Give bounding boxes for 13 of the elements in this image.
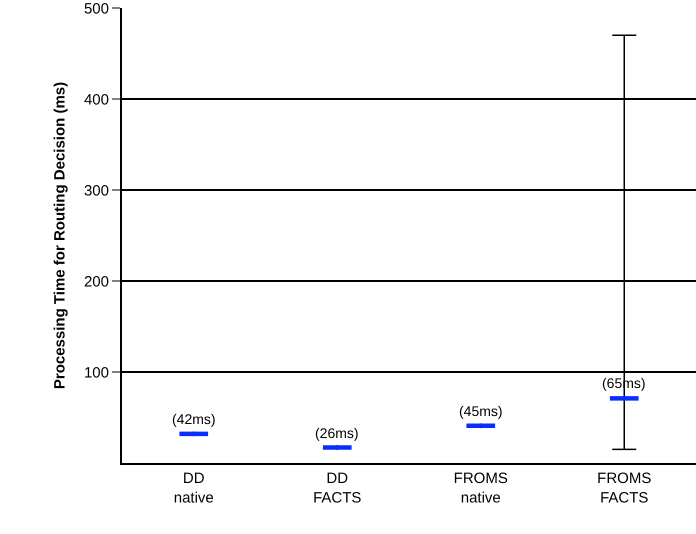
x-tick-label: FROMS native	[454, 470, 508, 506]
y-axis-title: Processing Time for Routing Decision (ms)	[52, 82, 69, 390]
annotation: (42ms)	[172, 411, 216, 427]
x-tick-label: DD native	[174, 470, 214, 506]
y-tick-label: 300	[84, 182, 109, 200]
annotation: (45ms)	[459, 403, 503, 419]
annotation: (26ms)	[315, 425, 359, 441]
y-tick-label: 100	[84, 364, 109, 382]
x-tick-label: DD FACTS	[313, 470, 362, 506]
y-tick-label: 500	[84, 0, 109, 18]
x-tick-label: FROMS FACTS	[597, 470, 652, 506]
y-tick-label: 200	[84, 273, 109, 290]
y-tick-label: 400	[84, 91, 109, 108]
